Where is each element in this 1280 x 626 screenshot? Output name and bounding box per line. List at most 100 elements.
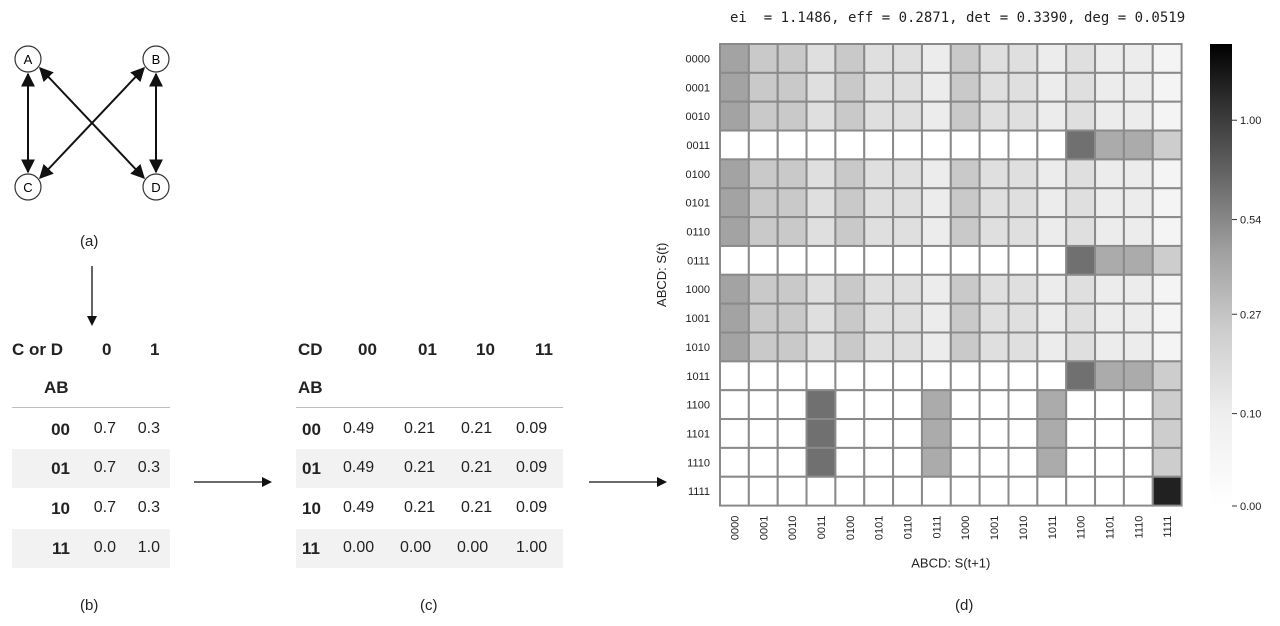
heatmap-cell [949, 446, 981, 478]
table-c-col-header: 00 [358, 340, 377, 359]
heatmap-cell [978, 187, 1010, 219]
table-row: 00 0.7 0.3 [51, 420, 160, 439]
y-tick-label: 0010 [686, 111, 710, 123]
heatmap-cell [719, 331, 750, 363]
heatmap-cell [1094, 129, 1125, 161]
heatmap-cell [949, 389, 981, 421]
heatmap-cell [1036, 100, 1068, 132]
heatmap-cell [863, 100, 895, 132]
heatmap-cell [805, 302, 837, 334]
heatmap-cell [920, 360, 952, 392]
heatmap-cell [719, 360, 750, 392]
heatmap-cell [1151, 418, 1183, 449]
heatmap-cell [892, 100, 923, 132]
caption-b: (b) [80, 597, 99, 614]
heatmap-cell [747, 389, 779, 421]
heatmap-cell [1007, 418, 1039, 449]
table-b: C or D 0 1 AB 00 0.7 0.3 01 0.7 0.3 10 0… [12, 330, 170, 570]
table-b-row-index-label: AB [44, 378, 69, 397]
heatmap-cell [1122, 100, 1154, 132]
heatmap-cell [1007, 446, 1039, 478]
heatmap-cell [892, 475, 923, 507]
heatmap-cell [805, 389, 837, 421]
heatmap-cell [834, 475, 866, 507]
heatmap-cell [805, 187, 837, 219]
heatmap-cell [1151, 43, 1183, 74]
heatmap-cell [719, 244, 750, 276]
heatmap-cell [863, 446, 895, 478]
heatmap-cell [863, 158, 895, 190]
heatmap-cell [1122, 244, 1154, 276]
heatmap-cell [1065, 100, 1097, 132]
heatmap-cell [892, 216, 923, 247]
heatmap-cell [920, 100, 952, 132]
heatmap-cell [1036, 475, 1068, 507]
heatmap-cell [978, 475, 1010, 507]
heatmap-cell [1036, 446, 1068, 478]
table-row: 10 0.49 0.21 0.21 0.09 [302, 499, 548, 518]
x-tick-label: 0101 [874, 516, 886, 540]
y-tick-label: 1010 [686, 342, 710, 354]
table-c: CD 00 01 10 11 AB 00 0.49 0.21 0.21 0.09… [296, 330, 563, 570]
y-tick-label: 1101 [686, 428, 710, 440]
heatmap-cell [1065, 360, 1097, 392]
heatmap-cell [747, 71, 779, 103]
x-tick-label: 1000 [960, 516, 972, 540]
heatmap-cell [1122, 158, 1154, 190]
x-tick-label: 0100 [845, 516, 857, 540]
heatmap-cell [805, 331, 837, 363]
heatmap-cell [1151, 360, 1183, 392]
heatmap-cell [1151, 331, 1183, 363]
heatmap-cell [978, 389, 1010, 421]
network-graph: A B C D [14, 45, 170, 201]
heatmap-cell [805, 71, 837, 103]
heatmap-cell [805, 244, 837, 276]
heatmap-cell [978, 43, 1010, 74]
heatmap-cell [1094, 216, 1125, 247]
arrow-b-to-c [194, 477, 272, 487]
heatmap-cell [920, 129, 952, 161]
y-tick-label: 1111 [688, 486, 710, 498]
heatmap-cell [719, 158, 750, 190]
x-tick-label: 1010 [1018, 516, 1030, 540]
caption-a: (a) [80, 233, 99, 250]
heatmap-cell [747, 158, 779, 190]
heatmap-cell [1122, 418, 1154, 449]
heatmap-cell [863, 129, 895, 161]
heatmap-cell [776, 273, 808, 305]
heatmap-cell [1094, 331, 1125, 363]
heatmap-cell [1122, 475, 1154, 507]
heatmap-cell [834, 302, 866, 334]
heatmap-cell [1151, 100, 1183, 132]
heatmap-cell [892, 360, 923, 392]
heatmap-cell [776, 331, 808, 363]
heatmap-cell [776, 129, 808, 161]
y-tick-label: 0110 [686, 227, 710, 239]
heatmap-cell [978, 331, 1010, 363]
heatmap-cell [949, 418, 981, 449]
table-row: 00 0.49 0.21 0.21 0.09 [302, 420, 548, 439]
heatmap-cell [1094, 302, 1125, 334]
heatmap-cell [1151, 71, 1183, 103]
heatmap-cell [920, 418, 952, 449]
heatmap-cell [834, 158, 866, 190]
heatmap-cell [978, 418, 1010, 449]
heatmap-cell [892, 389, 923, 421]
colorbar-tick-label: 0.00 [1240, 501, 1261, 513]
heatmap-cell [1094, 158, 1125, 190]
heatmap-cell [1065, 71, 1097, 103]
heatmap-cell [834, 446, 866, 478]
heatmap-cell [1036, 158, 1068, 190]
heatmap-cell [747, 216, 779, 247]
svg-text:C: C [23, 180, 32, 195]
heatmap-cell [978, 100, 1010, 132]
heatmap-cell [863, 418, 895, 449]
node-b: B [142, 45, 170, 73]
edge-b-c [39, 66, 145, 180]
table-row: 11 0.00 0.00 0.00 1.00 [296, 529, 563, 568]
heatmap-cell [834, 244, 866, 276]
table-row: 01 0.7 0.3 [12, 449, 170, 488]
heatmap-cell [949, 187, 981, 219]
heatmap-cell [747, 418, 779, 449]
heatmap-cell [805, 129, 837, 161]
